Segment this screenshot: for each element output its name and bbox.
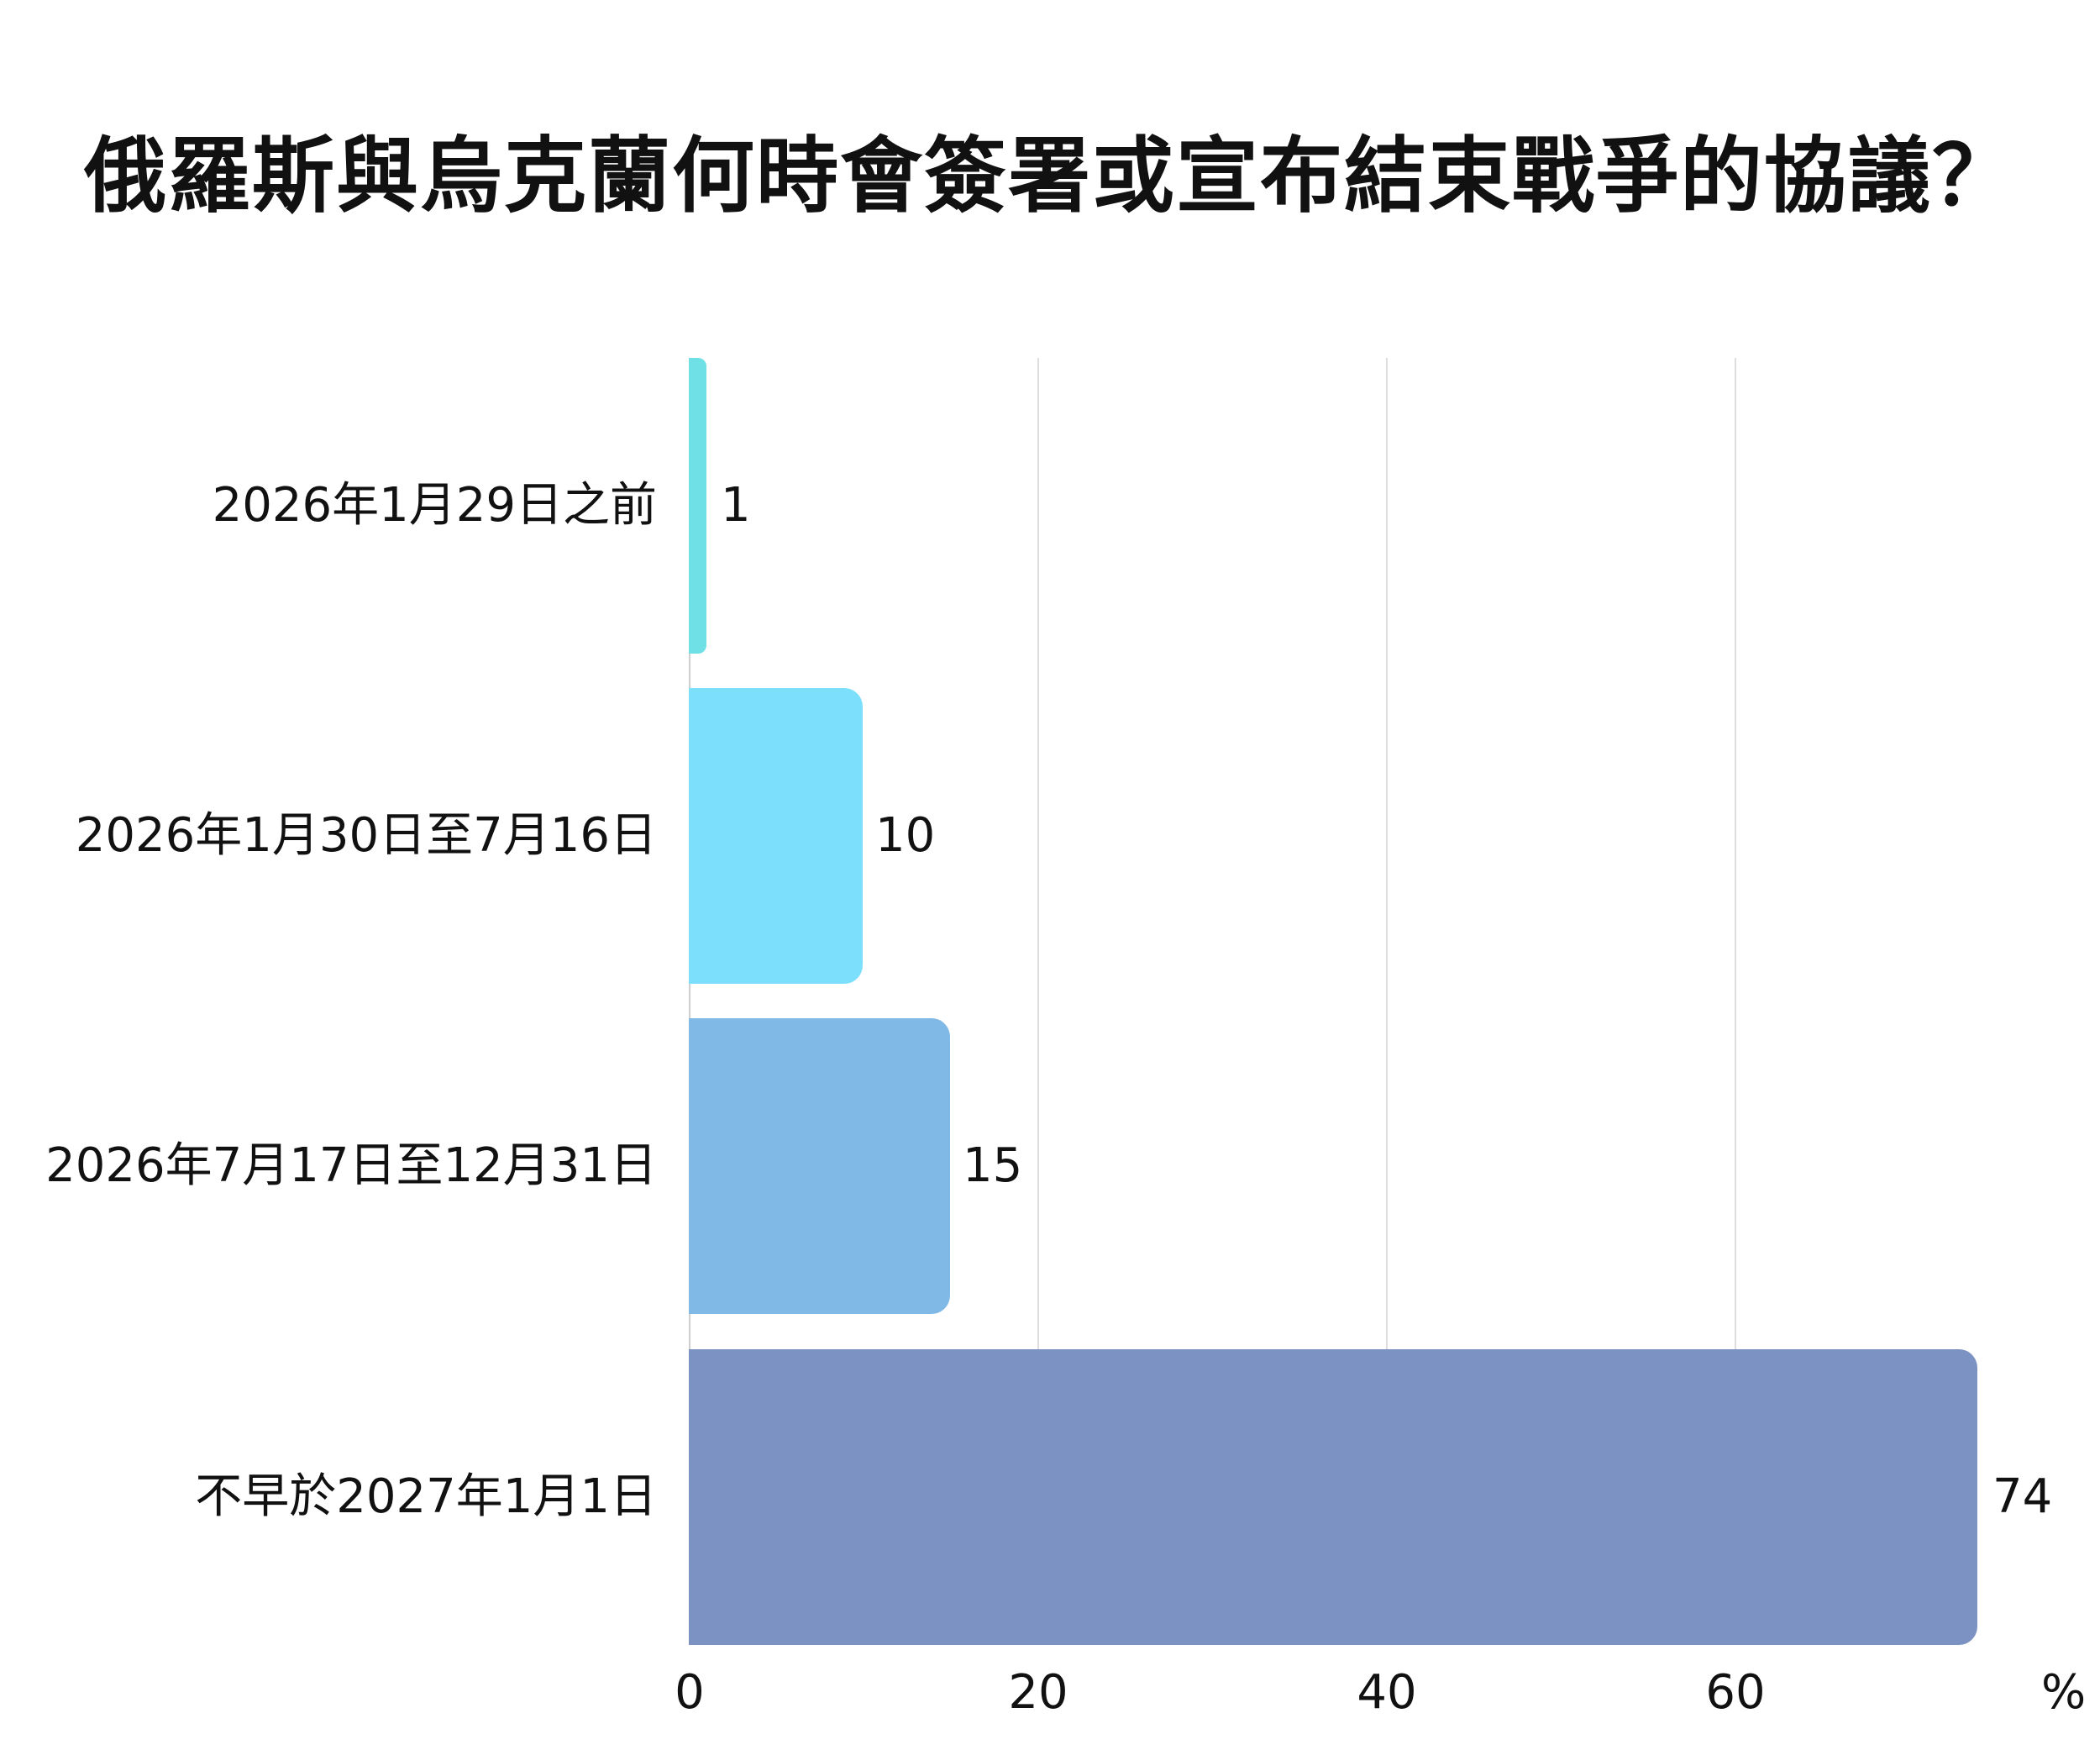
chart-title: 俄羅斯與烏克蘭何時會簽署或宣布結束戰爭的協議？ — [83, 129, 2016, 224]
category-label: 2026年1月30日至7月16日 — [75, 808, 657, 863]
x-tick-label: 40 — [1357, 1665, 1417, 1720]
bar-value-label: 15 — [963, 1138, 1023, 1193]
bar-value-label: 1 — [721, 478, 751, 533]
plot-area: 1 10 15 74 — [689, 358, 2083, 1645]
x-tick-label: 20 — [1008, 1665, 1068, 1720]
bar-value-label: 10 — [875, 808, 936, 863]
y-axis-line — [689, 358, 690, 1645]
bar-jul17-dec31-2026 — [689, 1018, 950, 1314]
category-label: 2026年7月17日至12月31日 — [45, 1138, 657, 1193]
gridline-60 — [1735, 358, 1736, 1645]
bar-value-label: 74 — [1992, 1469, 2053, 1524]
x-tick-label: 60 — [1705, 1665, 1766, 1720]
category-label: 不早於2027年1月1日 — [195, 1469, 657, 1524]
category-label: 2026年1月29日之前 — [212, 478, 657, 533]
bar-jan30-jul16-2026 — [689, 688, 863, 984]
bar-before-jan-29-2026 — [689, 358, 706, 654]
x-axis-unit-label: % — [2041, 1665, 2087, 1720]
bar-not-before-jan-1-2027 — [689, 1349, 1977, 1645]
gridline-20 — [1037, 358, 1039, 1645]
x-tick-label: 0 — [675, 1665, 705, 1720]
gridline-40 — [1386, 358, 1388, 1645]
